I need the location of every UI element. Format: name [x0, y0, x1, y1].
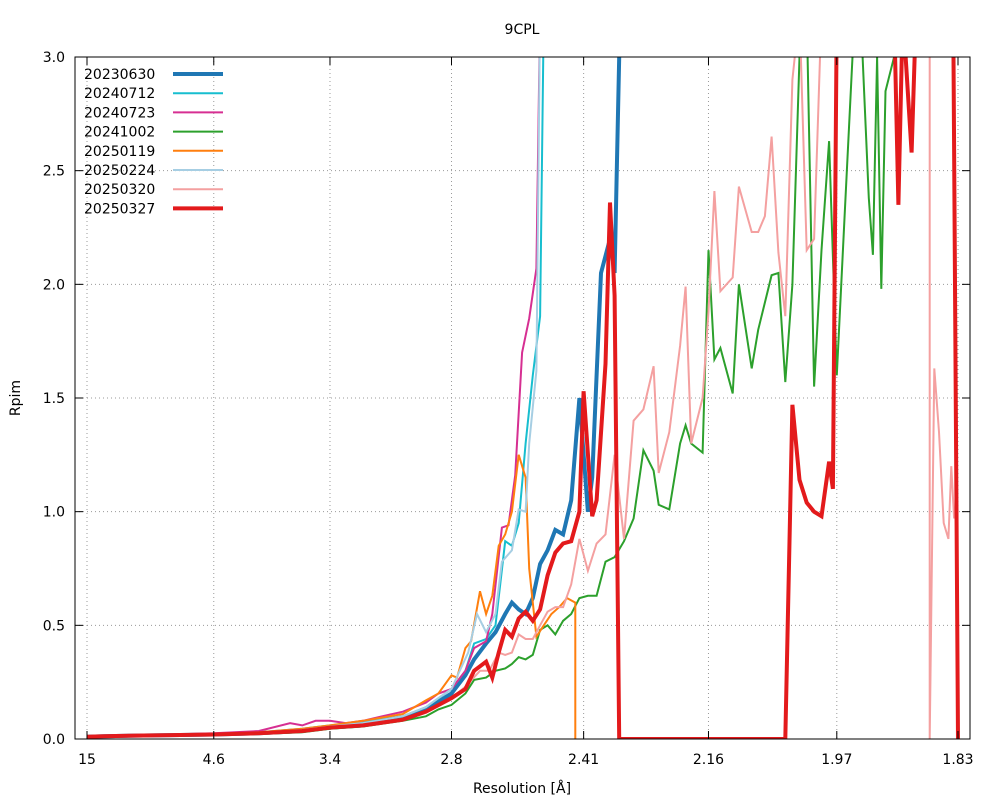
x-tick-label: 2.16 [693, 752, 724, 768]
y-ticks: 0.0 0.5 1.0 1.5 2.0 2.5 3.0 [43, 50, 970, 748]
legend-label: 20250320 [84, 182, 155, 198]
x-tick-label: 4.6 [203, 752, 225, 768]
series-line-20240712 [86, 57, 545, 738]
legend-label: 20230630 [84, 67, 155, 83]
legend-label: 20241002 [84, 125, 155, 141]
x-tick-label: 15 [78, 752, 96, 768]
x-axis-label: Resolution [Å] [473, 780, 571, 797]
x-tick-label: 1.83 [942, 752, 973, 768]
legend-label: 20250224 [84, 163, 155, 179]
legend: 20230630 20240712 20240723 20241002 20250119… [84, 67, 223, 217]
series-line-20250320 [86, 57, 958, 739]
y-tick-label: 0.0 [43, 732, 65, 748]
legend-label: 20250327 [84, 201, 155, 217]
x-ticks: 15 4.6 3.4 2.8 2.41 2.16 1.97 1.83 [78, 57, 974, 768]
series-line-20250327 [86, 57, 960, 739]
series-line-20241002 [86, 57, 896, 738]
y-tick-label: 1.5 [43, 391, 65, 407]
y-axis-label: Rpim [8, 380, 24, 416]
y-tick-label: 0.5 [43, 618, 65, 634]
x-tick-label: 2.41 [568, 752, 599, 768]
y-tick-label: 3.0 [43, 50, 65, 66]
legend-label: 20250119 [84, 144, 155, 160]
x-tick-label: 1.97 [821, 752, 852, 768]
series-line-20250119 [86, 454, 577, 739]
legend-label: 20240712 [84, 86, 155, 102]
legend-label: 20240723 [84, 105, 155, 121]
y-tick-label: 2.5 [43, 164, 65, 180]
x-tick-label: 2.8 [440, 752, 462, 768]
x-tick-label: 3.4 [319, 752, 341, 768]
y-tick-label: 1.0 [43, 505, 65, 521]
chart-title: 9CPL [505, 22, 540, 38]
series-layer [86, 57, 960, 739]
y-tick-label: 2.0 [43, 277, 65, 293]
